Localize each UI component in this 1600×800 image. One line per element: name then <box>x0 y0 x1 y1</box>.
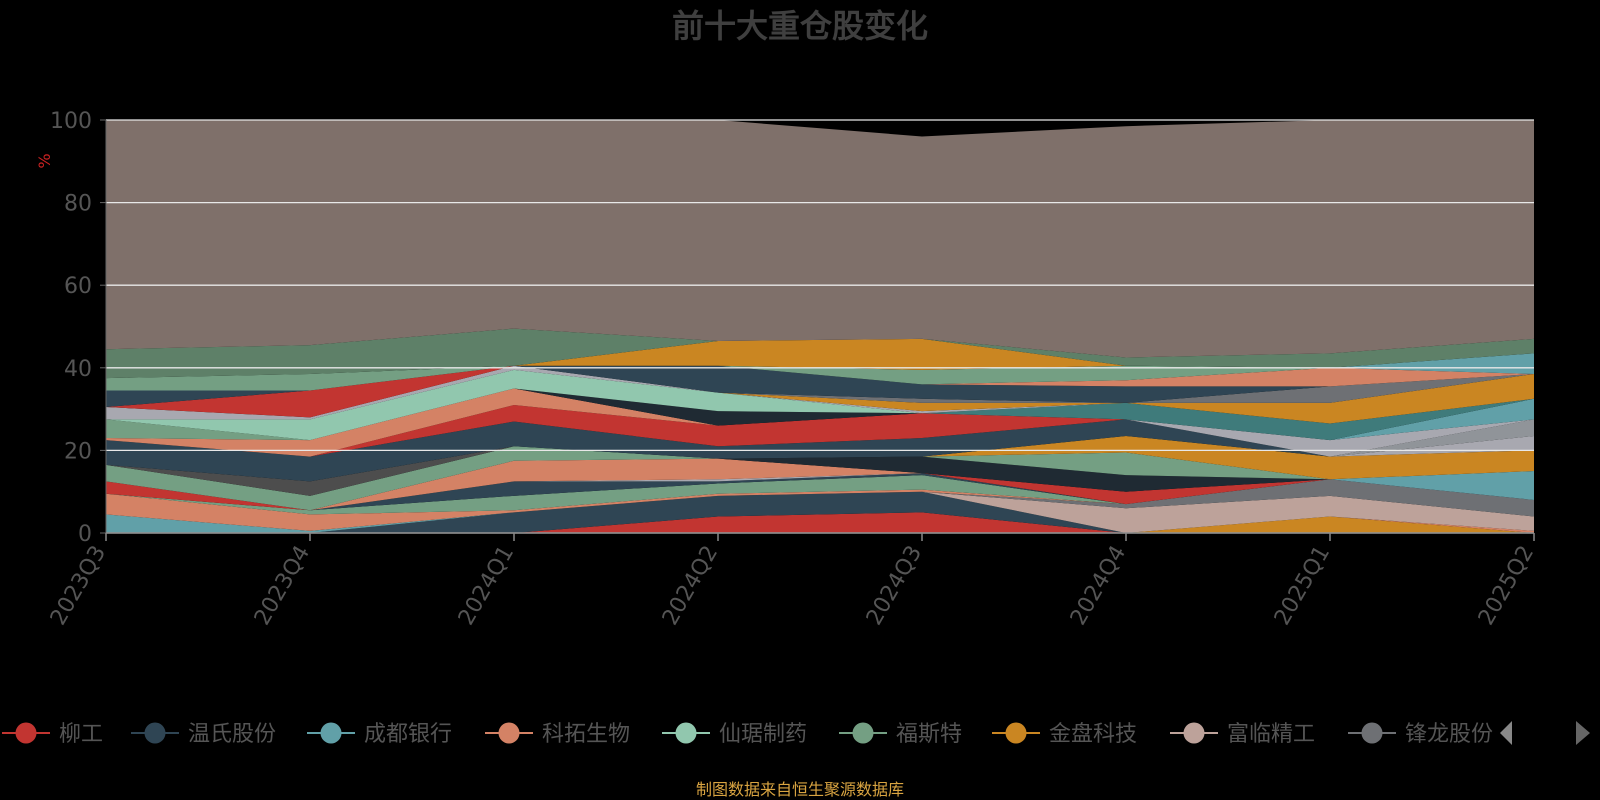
area-band-9 <box>106 471 1534 515</box>
x-tick-label: 2024Q4 <box>1066 542 1131 630</box>
legend[interactable]: 柳工 温氏股份 成都银行 科拓生物 仙琚制药 福斯特 金盘科技 富临精工 锋龙股份 <box>2 721 1590 747</box>
area-band-38 <box>106 328 1534 379</box>
legend-marker <box>15 722 37 744</box>
y-tick-label: 80 <box>64 192 92 217</box>
legend-marker <box>675 722 697 744</box>
area-band-39 <box>106 120 1534 358</box>
area-band-7 <box>106 471 1534 533</box>
x-tick-label: 2023Q4 <box>250 542 315 630</box>
area-band-14 <box>106 456 1534 511</box>
legend-label: 温氏股份 <box>188 722 276 747</box>
x-tick-label: 2025Q2 <box>1474 542 1539 630</box>
area-bands <box>106 120 1534 533</box>
legend-item[interactable]: 柳工 <box>2 722 103 747</box>
legend-label: 柳工 <box>59 722 103 747</box>
area-band-1 <box>106 512 1534 533</box>
area-band-29 <box>106 365 1534 424</box>
legend-marker <box>320 722 342 744</box>
legend-label: 科拓生物 <box>542 722 630 747</box>
legend-prev-arrow-icon[interactable] <box>1500 721 1512 745</box>
legend-item[interactable]: 金盘科技 <box>992 722 1137 747</box>
legend-label: 金盘科技 <box>1049 722 1137 747</box>
legend-item[interactable]: 成都银行 <box>307 722 452 747</box>
legend-marker <box>144 722 166 744</box>
area-band-3 <box>106 491 1534 533</box>
area-band-31 <box>106 365 1534 418</box>
y-tick-label: 100 <box>50 109 92 134</box>
area-band-8 <box>106 471 1534 531</box>
y-axis: 0 20 40 60 80 100 <box>50 109 107 547</box>
legend-item[interactable]: 科拓生物 <box>485 722 630 747</box>
x-axis: 2023Q3 2023Q4 2024Q1 2024Q2 2024Q3 2024Q4 2025… <box>46 532 1539 630</box>
legend-marker <box>1361 722 1383 744</box>
x-tick-label: 2025Q1 <box>1270 542 1335 630</box>
source-footnote: 制图数据来自恒生聚源数据库 <box>696 780 904 799</box>
area-band-21 <box>106 388 1534 457</box>
area-band-20 <box>106 404 1534 457</box>
x-tick-label: 2023Q3 <box>46 542 111 630</box>
legend-marker <box>498 722 520 744</box>
x-tick-label: 2024Q3 <box>862 542 927 630</box>
area-band-34 <box>106 365 1534 391</box>
legend-item[interactable]: 温氏股份 <box>131 722 276 747</box>
legend-label: 锋龙股份 <box>1405 722 1493 747</box>
area-band-33 <box>106 365 1534 408</box>
legend-item[interactable]: 富临精工 <box>1170 722 1315 747</box>
area-band-13 <box>106 458 1534 511</box>
area-band-36 <box>106 353 1534 391</box>
legend-next-arrow-icon[interactable] <box>1576 721 1590 745</box>
y-tick-label: 0 <box>78 522 92 547</box>
legend-label: 仙琚制药 <box>719 722 807 747</box>
legend-marker <box>852 722 874 744</box>
legend-label: 富临精工 <box>1227 722 1315 747</box>
y-tick-label: 40 <box>64 357 92 382</box>
y-axis-unit: % <box>35 153 54 168</box>
area-band-2 <box>106 491 1534 533</box>
legend-item[interactable]: 锋龙股份 <box>1348 722 1493 747</box>
legend-label: 福斯特 <box>896 722 962 747</box>
area-band-10 <box>106 471 1534 511</box>
area-band-27 <box>106 388 1534 441</box>
area-band-5 <box>106 491 1534 533</box>
legend-marker <box>1183 722 1205 744</box>
legend-marker <box>1005 722 1027 744</box>
y-tick-label: 60 <box>64 274 92 299</box>
y-tick-label: 20 <box>64 439 92 464</box>
x-tick-label: 2024Q1 <box>454 542 519 630</box>
chart-title: 前十大重仓股变化 <box>672 7 928 45</box>
area-band-15 <box>106 446 1534 511</box>
area-band-37 <box>106 338 1534 379</box>
x-tick-label: 2024Q2 <box>658 542 723 630</box>
legend-label: 成都银行 <box>364 722 452 747</box>
area-band-28 <box>106 369 1534 441</box>
legend-item[interactable]: 仙琚制药 <box>662 722 807 747</box>
legend-item[interactable]: 福斯特 <box>839 722 962 747</box>
